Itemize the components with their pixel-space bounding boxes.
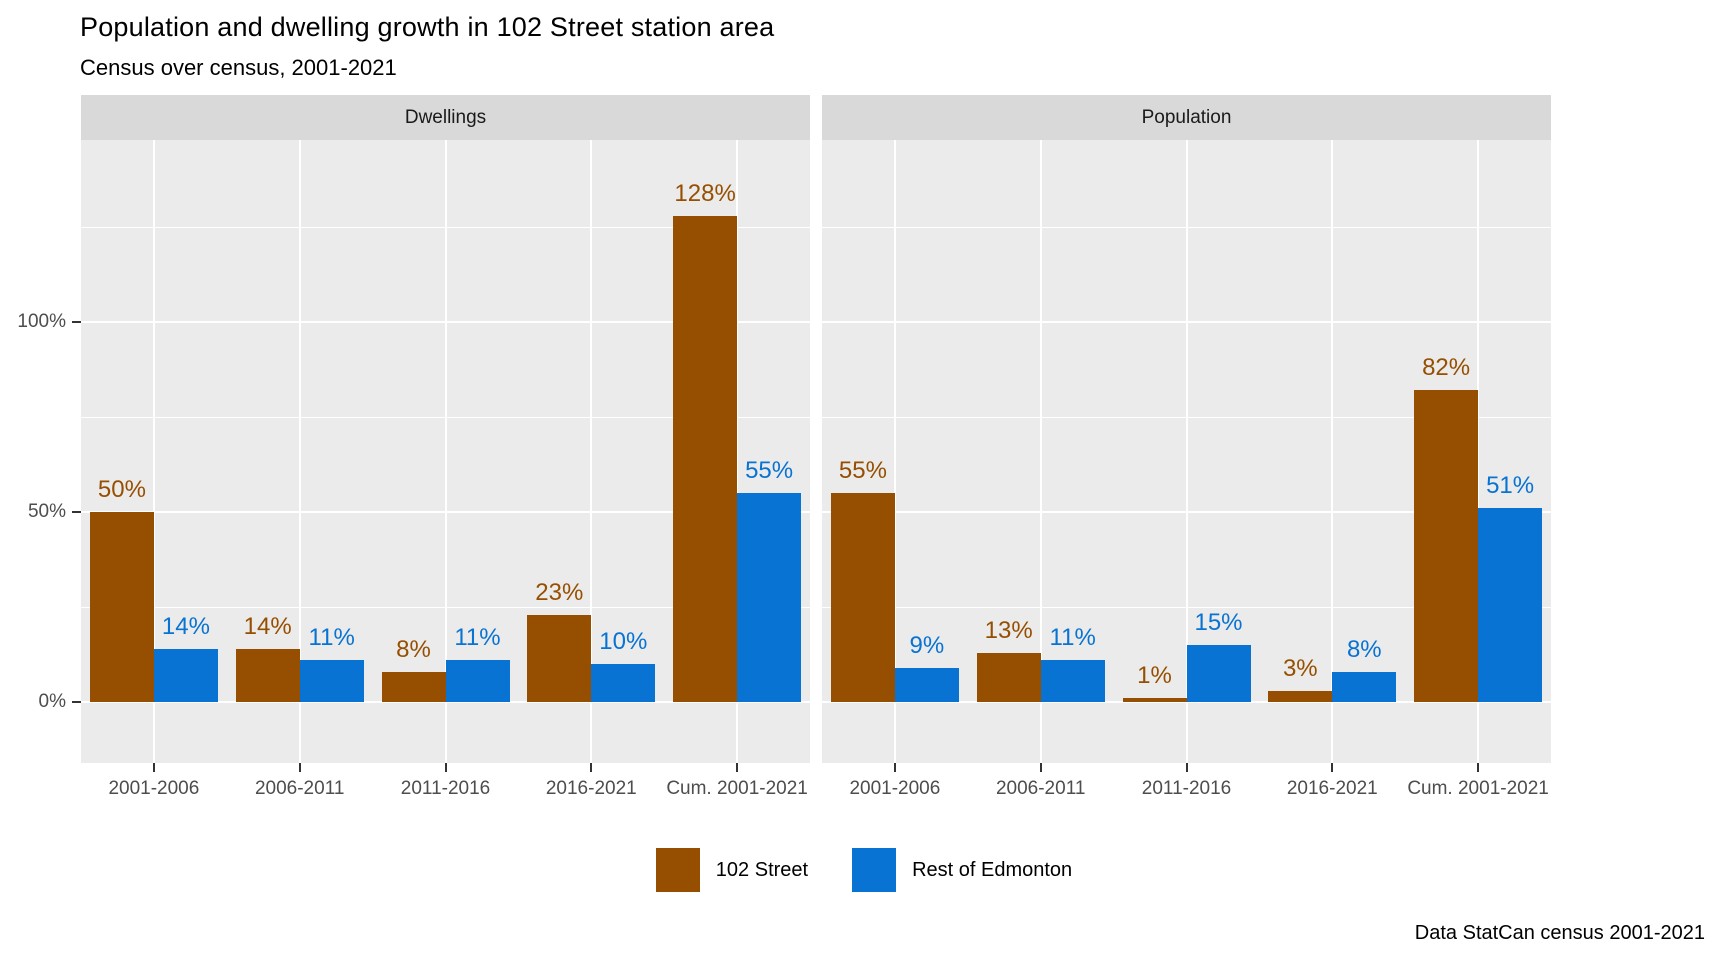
bar xyxy=(381,671,446,702)
x-tick-label: 2016-2021 xyxy=(545,778,637,799)
bar-value-label: 55% xyxy=(745,457,794,484)
y-tick-mark xyxy=(72,701,81,703)
x-tick-label: 2006-2011 xyxy=(995,778,1086,799)
x-tick-mark xyxy=(152,763,155,772)
x-tick-mark xyxy=(893,763,896,772)
chart-title: Population and dwelling growth in 102 St… xyxy=(80,12,775,42)
chart-caption: Data StatCan census 2001-2021 xyxy=(1414,922,1705,944)
bar xyxy=(737,493,802,702)
bar-value-label: 8% xyxy=(1346,635,1382,663)
bar xyxy=(673,215,738,702)
bar-value-label: 9% xyxy=(909,631,945,659)
bar xyxy=(1332,671,1397,702)
bar-value-label: 10% xyxy=(599,628,648,655)
x-tick-label: Cum. 2001-2021 xyxy=(666,778,808,799)
x-tick-mark xyxy=(736,763,739,772)
bar-value-label: 11% xyxy=(1049,624,1096,652)
bar-value-label: 23% xyxy=(535,578,584,606)
x-tick-mark xyxy=(298,763,301,772)
x-major-gridline xyxy=(1477,140,1480,763)
x-tick-mark xyxy=(444,763,447,772)
bar xyxy=(976,652,1041,702)
y-tick-mark xyxy=(72,321,81,323)
bar-value-label: 128% xyxy=(674,179,736,207)
x-tick-label: 2006-2011 xyxy=(254,778,345,799)
x-tick-mark xyxy=(1039,763,1042,772)
legend-swatch xyxy=(655,848,700,892)
bar xyxy=(1122,698,1187,702)
bar xyxy=(89,512,154,702)
legend: 102 Street Rest of Edmonton xyxy=(0,846,1728,894)
bar-value-label: 14% xyxy=(161,612,210,640)
legend-swatch xyxy=(852,848,897,892)
x-tick-label: 2001-2006 xyxy=(108,778,200,799)
facet-panel-dwellings: 50% 14% 14% 11% 8% 11% 23% 10% 128% 55% xyxy=(81,140,810,763)
legend-label: 102 Street xyxy=(715,858,809,881)
x-major-gridline xyxy=(1185,140,1188,763)
x-major-gridline xyxy=(590,140,593,763)
y-tick-mark xyxy=(72,511,81,513)
bar-value-label: 14% xyxy=(243,612,292,640)
x-tick-label: 2011-2016 xyxy=(1141,778,1232,799)
bar xyxy=(445,660,510,702)
bar-value-label: 50% xyxy=(97,476,146,503)
bar-value-label: 1% xyxy=(1137,662,1172,690)
y-tick-label: 0% xyxy=(38,691,66,712)
bar xyxy=(153,648,218,702)
bar xyxy=(1186,645,1251,702)
bar xyxy=(1414,390,1479,702)
bar xyxy=(1268,690,1333,702)
x-major-gridline xyxy=(1039,140,1042,763)
bar-value-label: 11% xyxy=(454,624,501,652)
x-tick-mark xyxy=(1331,763,1334,772)
x-tick-label: 2011-2016 xyxy=(400,778,491,799)
bar xyxy=(527,614,592,702)
x-major-gridline xyxy=(152,140,155,763)
bar xyxy=(591,664,656,702)
x-major-gridline xyxy=(444,140,447,763)
strip-label: Population xyxy=(1141,106,1232,128)
bar-value-label: 11% xyxy=(308,624,355,652)
bar-value-label: 13% xyxy=(984,616,1033,644)
x-tick-label: 2001-2006 xyxy=(849,778,941,799)
x-tick-mark xyxy=(1185,763,1188,772)
bar xyxy=(830,493,895,702)
facet-strip-dwellings: Dwellings xyxy=(81,95,810,140)
facet-strip-population: Population xyxy=(822,95,1551,140)
facet-panel-population: 55% 9% 13% 11% 1% 15% 3% 8% 82% 51% xyxy=(822,140,1551,763)
legend-label: Rest of Edmonton xyxy=(912,858,1073,881)
bar-value-label: 55% xyxy=(838,457,887,484)
bar xyxy=(235,648,300,702)
bar-value-label: 51% xyxy=(1486,472,1535,500)
bar xyxy=(1040,660,1105,702)
strip-label: Dwellings xyxy=(404,106,487,128)
bar-value-label: 82% xyxy=(1422,354,1471,382)
bar-value-label: 3% xyxy=(1282,654,1318,682)
x-tick-label: Cum. 2001-2021 xyxy=(1407,778,1549,799)
bar xyxy=(1478,508,1543,702)
bar-value-label: 15% xyxy=(1194,609,1243,636)
bar-value-label: 8% xyxy=(396,635,431,663)
x-tick-mark xyxy=(1477,763,1480,772)
x-major-gridline xyxy=(893,140,896,763)
x-major-gridline xyxy=(298,140,301,763)
y-tick-label: 100% xyxy=(17,311,66,332)
x-major-gridline xyxy=(736,140,739,763)
x-tick-mark xyxy=(590,763,593,772)
legend-item: 102 Street xyxy=(655,848,809,892)
legend-item: Rest of Edmonton xyxy=(852,848,1072,892)
chart-subtitle: Census over census, 2001-2021 xyxy=(80,55,397,80)
bar xyxy=(299,660,364,702)
bar xyxy=(894,667,959,702)
x-major-gridline xyxy=(1331,140,1334,763)
y-tick-label: 50% xyxy=(27,501,66,522)
x-tick-label: 2016-2021 xyxy=(1286,778,1378,799)
